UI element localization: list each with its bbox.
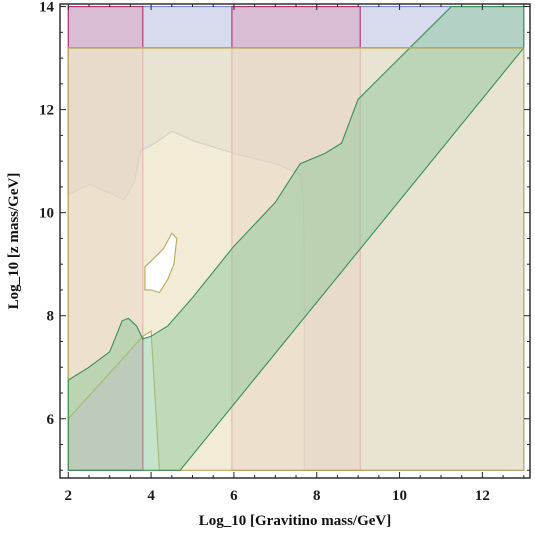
x-tick-label: 10 (392, 488, 407, 504)
plot-frame (59, 3, 531, 479)
y-axis-title: Log_10 [z mass/GeV] (6, 173, 22, 310)
x-tick-label: 4 (147, 488, 155, 504)
region-green-diagonal (67, 6, 525, 471)
y-tick-label: 12 (39, 103, 54, 119)
y-tick-label: 6 (47, 412, 55, 428)
chart-regions (67, 6, 525, 471)
y-tick-label: 10 (39, 206, 54, 222)
x-tick-label: 8 (313, 488, 321, 504)
y-tick-label: 8 (47, 309, 55, 325)
y-tick-label: 14 (39, 0, 55, 16)
y-tick-labels: 6 8 10 12 14 (39, 0, 55, 428)
x-tick-label: 6 (230, 488, 238, 504)
x-tick-label: 12 (475, 488, 490, 504)
axis-ticks (60, 4, 530, 478)
x-axis-title: Log_10 [Gravitino mass/GeV] (199, 513, 392, 529)
x-tick-labels: 2 4 6 8 10 12 (65, 488, 490, 504)
region-white-hole (144, 232, 178, 294)
x-tick-label: 2 (65, 488, 73, 504)
